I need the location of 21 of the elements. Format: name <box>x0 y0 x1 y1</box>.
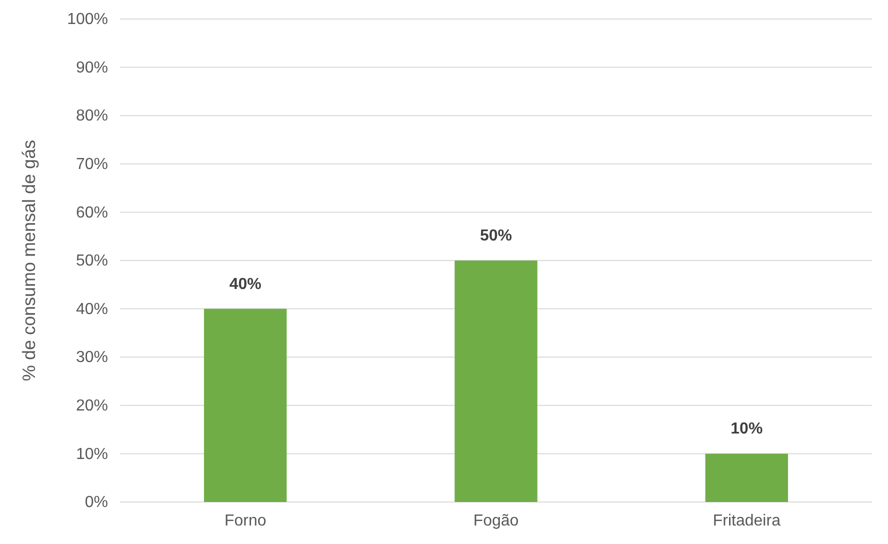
y-tick-label: 20% <box>76 398 108 415</box>
y-tick-label: 0% <box>84 494 108 512</box>
bar <box>204 308 287 502</box>
x-tick-label: Forno <box>224 512 266 530</box>
y-tick-label: 70% <box>76 156 108 174</box>
data-label: 40% <box>229 276 262 293</box>
y-tick-label: 50% <box>76 252 108 270</box>
y-axis-title: % de consumo mensal de gás <box>19 140 39 382</box>
y-tick-label: 80% <box>76 108 108 125</box>
y-tick-label: 60% <box>76 204 108 222</box>
y-tick-label: 30% <box>76 349 108 366</box>
bar <box>705 454 788 502</box>
y-tick-label: 10% <box>76 446 108 463</box>
y-tick-label: 40% <box>76 300 108 318</box>
x-tick-label: Fritadeira <box>712 512 781 530</box>
x-tick-label: Fogão <box>473 512 519 530</box>
y-tick-label: 100% <box>67 11 108 28</box>
data-label: 10% <box>730 420 763 438</box>
data-label: 50% <box>480 228 512 244</box>
bar <box>454 260 538 502</box>
y-tick-label: 90% <box>76 59 108 76</box>
